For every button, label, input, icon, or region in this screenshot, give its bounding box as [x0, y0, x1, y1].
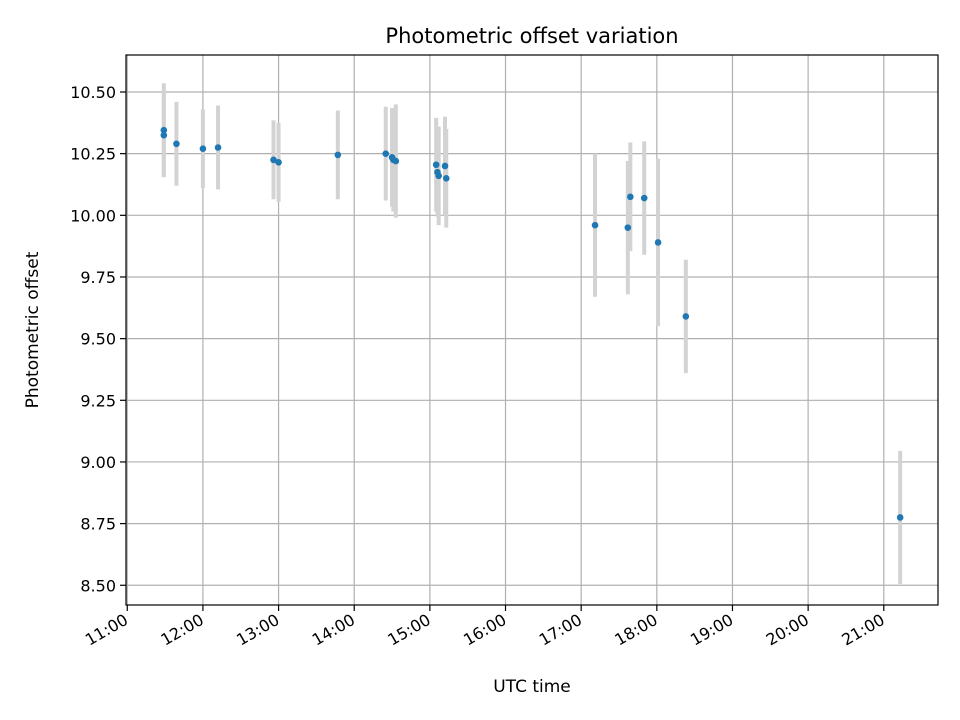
y-tick-label: 8.75 — [80, 515, 116, 534]
data-point — [441, 162, 449, 170]
x-axis-label: UTC time — [493, 677, 571, 697]
data-point — [214, 144, 222, 151]
y-axis-label: Photometric offset — [23, 251, 43, 408]
data-point — [270, 156, 277, 164]
y-tick-label: 10.50 — [70, 83, 116, 102]
y-axis: 8.50 8.75 9.00 9.25 9.50 9.75 10.00 10.25 10.50 — [70, 83, 126, 595]
y-tick-label: 8.50 — [80, 576, 116, 595]
y-tick-label: 9.00 — [80, 453, 116, 472]
data-point — [640, 194, 648, 202]
plot-area — [125, 54, 939, 606]
data-point — [160, 131, 168, 139]
data-point — [435, 172, 442, 180]
data-point — [682, 313, 690, 320]
data-point — [199, 145, 207, 153]
chart-title: Photometric offset variation — [385, 24, 678, 48]
y-tick-label: 9.50 — [80, 330, 116, 349]
y-tick-label: 10.25 — [70, 145, 116, 164]
data-point — [173, 140, 180, 148]
y-tick-label: 10.00 — [70, 206, 116, 225]
data-point — [334, 151, 342, 159]
data-point — [392, 157, 400, 165]
data-point — [442, 175, 450, 182]
data-point — [654, 239, 662, 246]
data-point — [275, 158, 282, 166]
data-point — [160, 126, 168, 134]
data-point — [591, 221, 599, 229]
data-point — [896, 514, 904, 521]
data-point — [627, 193, 634, 201]
data-point — [624, 224, 632, 231]
data-point — [432, 161, 440, 169]
grid — [126, 55, 938, 605]
data-points — [160, 126, 904, 521]
y-tick-label: 9.25 — [80, 391, 116, 410]
data-point — [382, 150, 390, 157]
y-tick-label: 9.75 — [80, 268, 116, 287]
